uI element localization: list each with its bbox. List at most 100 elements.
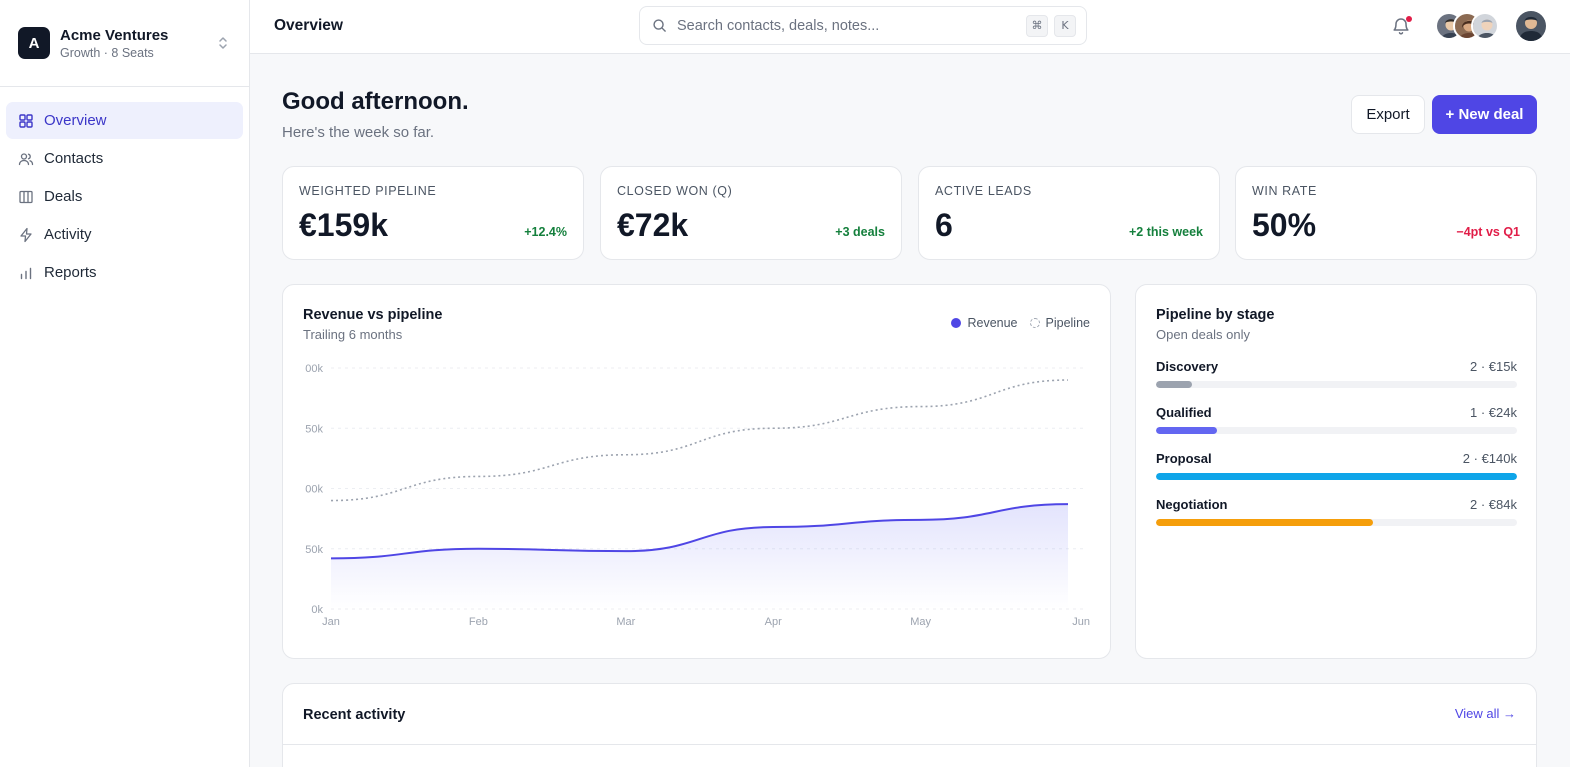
y-tick-label: 0k xyxy=(311,604,323,616)
kpi-label: Win rate xyxy=(1252,184,1317,198)
legend-revenue: Revenue xyxy=(951,316,1018,330)
stage-progress-track xyxy=(1156,381,1517,388)
pipeline-stage-card: Pipeline by stage Open deals only Discov… xyxy=(1135,284,1537,659)
workspace-switcher[interactable]: A Acme Ventures Growth · 8 Seats xyxy=(0,0,249,87)
search-input[interactable] xyxy=(677,17,1020,34)
sidebar-item-label: Contacts xyxy=(44,150,104,167)
kpi-card-weighted-pipeline: Weighted pipeline €159k +12.4% xyxy=(282,166,584,260)
bell-icon[interactable] xyxy=(1391,16,1411,36)
stage-meta: 2 · €84k xyxy=(1470,497,1517,512)
kpi-label: Weighted pipeline xyxy=(299,184,437,198)
revenue-area xyxy=(331,504,1068,609)
x-tick-label: Feb xyxy=(469,616,488,628)
kpi-delta: +3 deals xyxy=(835,225,885,239)
kpi-delta: +2 this week xyxy=(1129,225,1203,239)
kpi-value: €159k xyxy=(299,207,388,243)
kpi-value: 50% xyxy=(1252,207,1317,243)
sidebar-item-label: Overview xyxy=(44,112,107,129)
kpi-delta: −4pt vs Q1 xyxy=(1456,225,1520,239)
revenue-chart: 0k 50k 00k 50k 00k Jan Feb Mar Apr May Jun xyxy=(305,363,1090,628)
stage-row-qualified: Qualified 1 · €24k xyxy=(1156,405,1517,434)
grid-icon xyxy=(19,113,33,128)
sidebar-item-contacts[interactable]: Contacts xyxy=(6,140,243,177)
export-button[interactable]: Export xyxy=(1351,95,1425,134)
x-tick-label: Apr xyxy=(765,616,782,628)
stage-meta: 2 · €140k xyxy=(1462,451,1517,466)
sidebar-item-label: Activity xyxy=(44,226,92,243)
x-tick-label: Mar xyxy=(616,616,635,628)
y-tick-label: 00k xyxy=(305,363,323,375)
stage-progress-fill xyxy=(1156,427,1218,434)
workspace-name: Acme Ventures xyxy=(60,26,169,44)
chevron-up-down-icon[interactable] xyxy=(215,33,231,53)
sidebar-nav: Overview Contacts Deals Activity Reports xyxy=(0,87,249,307)
y-tick-label: 00k xyxy=(305,484,323,496)
x-tick-label: Jun xyxy=(1072,616,1090,628)
sidebar-item-label: Reports xyxy=(44,264,97,281)
sidebar: A Acme Ventures Growth · 8 Seats Overvie… xyxy=(0,0,250,767)
greeting-subtitle: Here's the week so far. xyxy=(282,124,435,141)
stage-meta: 1 · €24k xyxy=(1470,405,1517,420)
stage-progress-track xyxy=(1156,519,1517,526)
revenue-chart-card: Revenue vs pipeline Trailing 6 months Re… xyxy=(282,284,1111,659)
stage-row-proposal: Proposal 2 · €140k xyxy=(1156,451,1517,480)
kanban-icon xyxy=(19,190,33,203)
search-bar[interactable]: ⌘ K xyxy=(639,6,1087,45)
new-deal-button[interactable]: + New deal xyxy=(1432,95,1537,134)
view-all-link[interactable]: View all → xyxy=(1454,706,1516,721)
notification-dot xyxy=(1406,16,1412,22)
chart-legend: Revenue Pipeline xyxy=(939,316,1090,330)
sidebar-item-reports[interactable]: Reports xyxy=(6,254,243,291)
stage-name: Negotiation xyxy=(1156,497,1228,512)
kpi-value: €72k xyxy=(617,207,689,243)
stage-progress-track xyxy=(1156,427,1517,434)
kpi-card-active-leads: Active leads 6 +2 this week xyxy=(918,166,1220,260)
x-tick-label: Jan xyxy=(322,616,340,628)
legend-swatch xyxy=(1029,318,1040,328)
legend-pipeline: Pipeline xyxy=(1029,316,1090,330)
card-subtitle: Trailing 6 months xyxy=(303,327,403,342)
kpi-label: Closed won (Q) xyxy=(617,184,733,198)
stage-progress-fill xyxy=(1156,381,1193,388)
stage-name: Qualified xyxy=(1156,405,1212,420)
legend-label: Revenue xyxy=(967,316,1018,330)
workspace-logo: A xyxy=(18,27,50,59)
sidebar-item-deals[interactable]: Deals xyxy=(6,178,243,215)
stage-progress-fill xyxy=(1156,519,1373,526)
workspace-plan: Growth · 8 Seats xyxy=(60,45,154,60)
stage-meta: 2 · €15k xyxy=(1470,359,1517,374)
legend-label: Pipeline xyxy=(1045,316,1090,330)
shortcut-mod-key: ⌘ xyxy=(1026,14,1048,37)
greeting-heading: Good afternoon. xyxy=(282,88,469,115)
stage-row-negotiation: Negotiation 2 · €84k xyxy=(1156,497,1517,526)
pipeline-line xyxy=(330,379,1069,502)
topbar: Overview ⌘ K xyxy=(250,0,1570,54)
sidebar-item-overview[interactable]: Overview xyxy=(6,102,243,139)
divider xyxy=(283,744,1536,745)
kpi-value: 6 xyxy=(935,207,953,243)
recent-activity-card: Recent activity View all → xyxy=(282,683,1537,767)
avatar xyxy=(1471,12,1499,40)
sidebar-item-label: Deals xyxy=(44,188,83,205)
card-title: Recent activity xyxy=(303,707,406,723)
users-icon xyxy=(18,152,34,165)
bolt-icon xyxy=(20,227,32,242)
stage-row-discovery: Discovery 2 · €15k xyxy=(1156,359,1517,388)
kpi-card-closed-won: Closed won (Q) €72k +3 deals xyxy=(600,166,902,260)
y-tick-label: 50k xyxy=(305,544,323,556)
card-title: Pipeline by stage xyxy=(1156,307,1275,323)
card-subtitle: Open deals only xyxy=(1156,327,1250,342)
user-avatar[interactable] xyxy=(1516,11,1546,41)
kpi-delta: +12.4% xyxy=(524,225,567,239)
kpi-card-win-rate: Win rate 50% −4pt vs Q1 xyxy=(1235,166,1537,260)
x-tick-label: May xyxy=(910,616,931,628)
team-avatars[interactable] xyxy=(1435,12,1505,40)
revenue-line xyxy=(330,503,1069,560)
shortcut-k-key: K xyxy=(1054,14,1076,37)
stage-name: Discovery xyxy=(1156,359,1219,374)
search-icon xyxy=(653,19,666,32)
y-tick-label: 50k xyxy=(305,423,323,435)
bar-chart-icon xyxy=(20,267,32,279)
kpi-label: Active leads xyxy=(935,184,1032,198)
sidebar-item-activity[interactable]: Activity xyxy=(6,216,243,253)
